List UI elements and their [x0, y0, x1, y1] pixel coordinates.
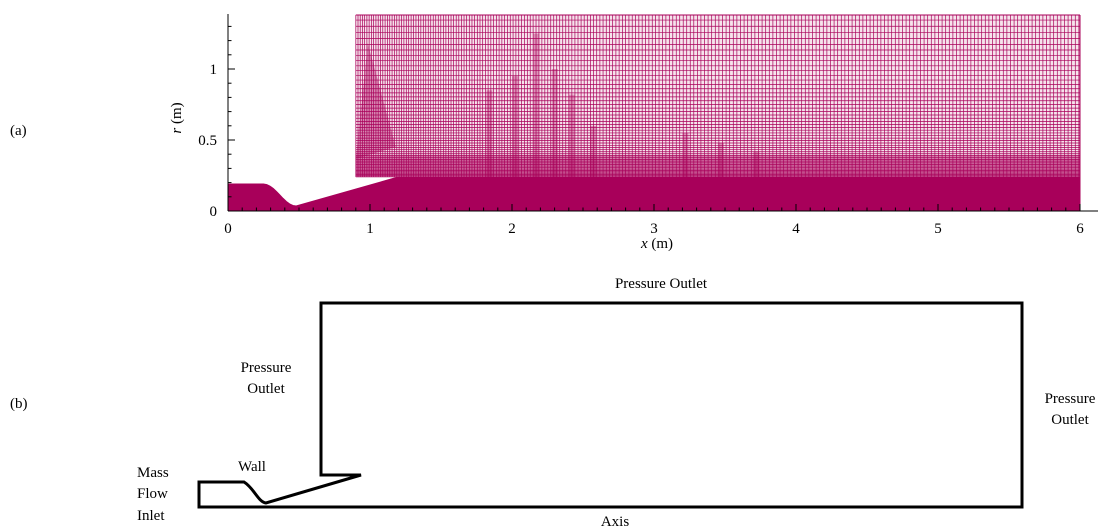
mesh-refinement-band: [512, 76, 518, 177]
x-axis-label: x (m): [640, 236, 673, 252]
y-axis-label: r (m): [169, 102, 185, 133]
mesh-refinement-band: [717, 142, 724, 177]
inlet-label-line2: Flow: [137, 486, 168, 502]
inlet-label-line1: Mass: [137, 465, 169, 481]
x-tick-label: 3: [650, 221, 658, 237]
panel-a: (a) 0 1 2 3 4 5 6 0 0.5 1 x (m) r (m): [10, 14, 1098, 252]
y-tick-label: 1: [210, 62, 218, 78]
mesh-refinement-plume: [355, 43, 396, 159]
x-tick-label: 6: [1076, 221, 1084, 237]
panel-a-label: (a): [10, 123, 27, 139]
mesh-refinement-band: [682, 132, 689, 177]
axis-boundary-label: Axis: [601, 514, 630, 530]
mesh-refinement-band: [568, 94, 575, 177]
inlet-label-line3: Inlet: [137, 508, 165, 524]
right-boundary-label-line1: Pressure: [1045, 391, 1096, 407]
top-boundary-label: Pressure Outlet: [615, 276, 708, 292]
x-ticks: [227, 204, 1081, 211]
x-tick-label: 5: [934, 221, 942, 237]
x-tick-label: 4: [792, 221, 800, 237]
x-tick-label: 1: [366, 221, 374, 237]
y-ticks: [228, 25, 235, 212]
wall-label: Wall: [238, 459, 266, 475]
x-tick-label: 2: [508, 221, 516, 237]
right-boundary-label-line2: Outlet: [1051, 412, 1089, 428]
y-tick-labels: 0 0.5 1: [198, 62, 217, 220]
panel-b: (b) Pressure Outlet Pressure Outlet Pres…: [10, 276, 1096, 530]
mesh-refinement-band: [551, 69, 558, 177]
mesh-refinement-band: [533, 33, 540, 177]
y-tick-label: 0.5: [198, 133, 217, 149]
mesh-refinement-band: [753, 151, 760, 177]
left-boundary-label-line2: Outlet: [247, 381, 285, 397]
x-tick-labels: 0 1 2 3 4 5 6: [224, 221, 1084, 237]
mesh-refinement-band: [486, 90, 493, 177]
left-boundary-label-line1: Pressure: [241, 360, 292, 376]
panel-b-label: (b): [10, 396, 28, 412]
mesh: [228, 14, 1081, 212]
mesh-refinement-band: [590, 125, 597, 177]
x-tick-label: 0: [224, 221, 232, 237]
domain-outline: [197, 301, 1024, 509]
y-tick-label: 0: [210, 204, 218, 220]
mesh-refinement-band: [355, 154, 1080, 177]
